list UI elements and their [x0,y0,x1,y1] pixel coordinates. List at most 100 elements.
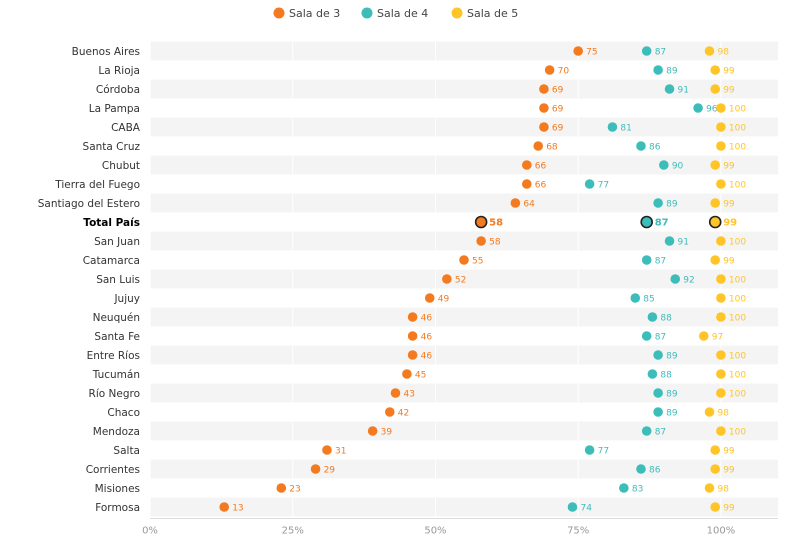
data-label: 96 [706,105,718,115]
data-label: 98 [717,409,729,419]
data-point [474,215,488,229]
data-point [424,293,435,303]
category-label: Corrientes [86,464,140,476]
data-point [653,407,663,417]
data-label: 77 [598,181,609,191]
legend-label: Sala de 3 [289,7,340,20]
data-point [641,331,652,341]
data-point [716,122,726,132]
legend-marker [273,7,285,19]
data-label: 77 [598,447,609,457]
data-point [704,483,715,493]
data-label: 98 [717,485,729,495]
category-label: Formosa [95,502,140,514]
data-point [641,426,652,436]
data-label: 49 [438,295,450,305]
data-label: 70 [558,67,570,77]
data-point [704,46,715,56]
data-label: 83 [632,485,643,495]
data-label: 87 [655,218,669,229]
data-label: 99 [723,162,735,172]
row-band [150,383,778,403]
row-band [150,41,778,61]
category-label: San Luis [96,274,140,286]
data-point [710,255,720,265]
data-label: 55 [472,257,483,267]
data-point [698,331,709,341]
data-point [407,331,418,341]
category-labels: Buenos Aires La Rioja Córdoba La Pampa CABA S… [38,46,141,514]
data-label: 100 [729,428,746,438]
data-label: 100 [729,124,746,134]
data-point [640,215,653,229]
data-label: 100 [729,314,746,324]
data-point [619,483,629,493]
data-label: 88 [660,314,672,324]
data-label: 86 [649,466,661,476]
data-label: 46 [421,352,433,362]
data-label: 100 [729,181,746,191]
category-label: Córdoba [96,84,140,96]
data-label: 86 [649,143,661,153]
data-point [653,198,663,208]
data-point [641,46,652,56]
data-label: 89 [666,200,678,210]
data-label: 100 [729,295,746,305]
data-label: 89 [666,409,678,419]
data-label: 13 [232,504,243,514]
data-point [710,65,720,75]
data-point [653,350,663,360]
data-label: 99 [723,67,735,77]
data-label: 99 [723,86,735,96]
data-label: 69 [552,124,564,134]
data-point [716,293,726,303]
data-label: 42 [398,409,409,419]
data-label: 99 [723,218,737,229]
x-tick-label: 50% [424,526,446,537]
data-point [716,103,726,113]
data-label: 89 [666,390,678,400]
data-label: 87 [655,257,666,267]
data-label: 31 [335,447,346,457]
data-label: 64 [523,200,535,210]
category-label: Chubut [102,160,140,172]
data-point [653,65,663,75]
data-point [544,65,555,75]
data-label: 74 [580,504,592,514]
category-label: Jujuy [113,293,140,305]
data-label: 46 [421,333,433,343]
x-tick-label: 0% [142,526,158,537]
legend-label: Sala de 4 [377,7,428,20]
data-label: 100 [729,352,746,362]
data-point [659,160,669,170]
legend-marker [451,7,463,19]
data-label: 29 [324,466,336,476]
data-point [539,103,549,113]
row-band [150,117,778,137]
data-point [636,464,646,474]
data-point [567,502,578,512]
data-point [522,179,532,189]
data-point [584,179,595,189]
data-point [647,312,658,322]
data-label: 97 [712,333,723,343]
category-label: Chaco [107,407,140,419]
row-band [150,155,778,175]
data-point [322,445,332,455]
data-point [402,369,412,379]
data-point [219,502,230,512]
category-label: La Pampa [89,103,140,115]
data-point [716,141,726,151]
data-label: 69 [552,105,564,115]
category-label: Santa Fe [94,331,140,343]
data-point [710,502,720,512]
category-label: Tierra del Fuego [54,179,140,191]
x-axis: 0% 25% 50% 75% 100% [142,518,778,537]
row-band [150,269,778,289]
data-point [716,312,726,322]
x-tick-label: 100% [707,526,736,537]
category-label: Río Negro [89,388,140,400]
category-label: Salta [113,445,140,457]
x-tick-label: 75% [567,526,589,537]
